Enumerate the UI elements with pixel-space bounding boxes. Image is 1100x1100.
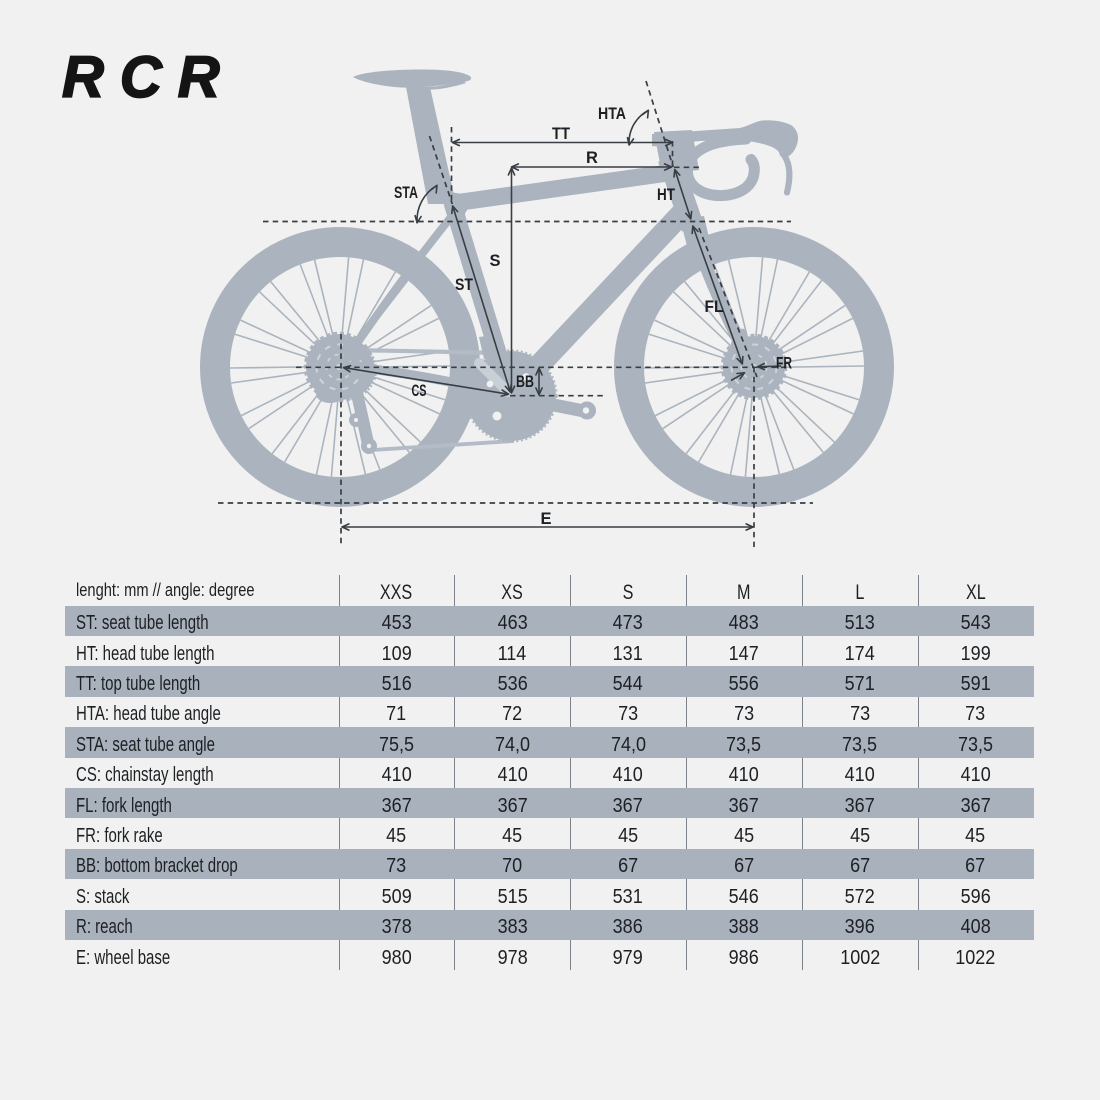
svg-text:ST: ST — [455, 276, 473, 294]
svg-text:HT: HT — [657, 186, 675, 204]
svg-text:FR: FR — [776, 355, 792, 373]
svg-text:STA: STA — [394, 184, 418, 202]
svg-text:HTA: HTA — [598, 105, 626, 123]
svg-text:E: E — [540, 510, 551, 528]
svg-text:CS: CS — [412, 382, 427, 400]
svg-text:FL: FL — [705, 298, 724, 316]
svg-text:TT: TT — [552, 125, 570, 143]
svg-text:BB: BB — [516, 373, 534, 391]
svg-text:S: S — [489, 252, 500, 270]
svg-text:R: R — [586, 149, 598, 167]
